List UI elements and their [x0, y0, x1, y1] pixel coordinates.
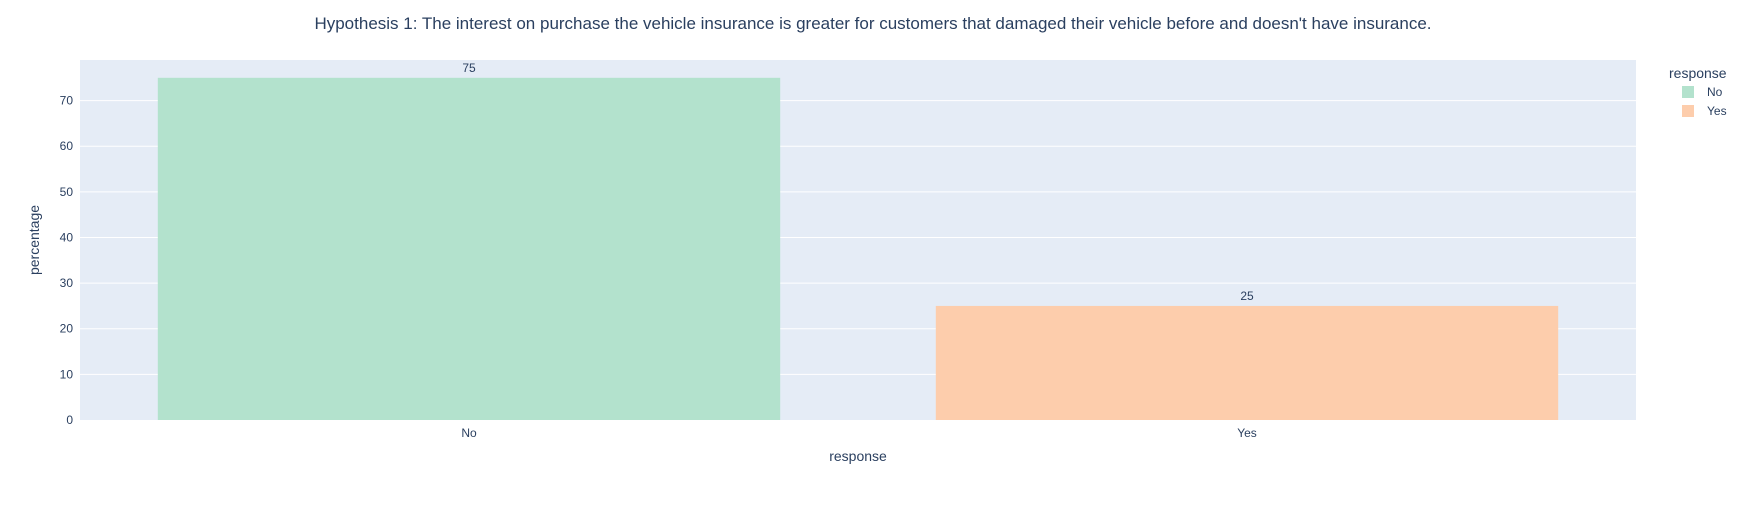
legend-items: No Yes: [1682, 85, 1727, 118]
bar-no: [157, 77, 781, 420]
legend-swatch-yes: [1682, 105, 1694, 117]
y-tick-label: 0: [66, 413, 73, 427]
bars: [157, 77, 1559, 420]
legend-title: response: [1669, 65, 1727, 81]
y-axis-label: percentage: [26, 205, 42, 275]
x-tick-label: Yes: [1237, 426, 1257, 440]
chart-title: Hypothesis 1: The interest on purchase t…: [314, 14, 1431, 33]
x-axis-label: response: [829, 448, 887, 464]
y-tick-label: 40: [60, 230, 74, 244]
y-tick-label: 70: [60, 94, 74, 108]
data-label: 25: [1240, 289, 1254, 303]
legend-swatch-no: [1682, 86, 1694, 98]
y-tick-label: 50: [60, 185, 74, 199]
data-label: 75: [462, 61, 476, 75]
y-tick-label: 30: [60, 276, 74, 290]
x-axis-ticks: No Yes: [461, 426, 1256, 440]
y-axis-ticks: 0 10 20 30 40 50 60 70: [60, 94, 74, 427]
y-tick-label: 60: [60, 139, 74, 153]
legend-label-yes: Yes: [1707, 104, 1727, 118]
legend: response No Yes: [1669, 65, 1727, 118]
legend-label-no: No: [1707, 85, 1723, 99]
x-tick-label: No: [461, 426, 477, 440]
bar-yes: [935, 305, 1559, 420]
y-tick-label: 10: [60, 367, 74, 381]
y-tick-label: 20: [60, 322, 74, 336]
data-labels: 75 25: [462, 61, 1254, 303]
